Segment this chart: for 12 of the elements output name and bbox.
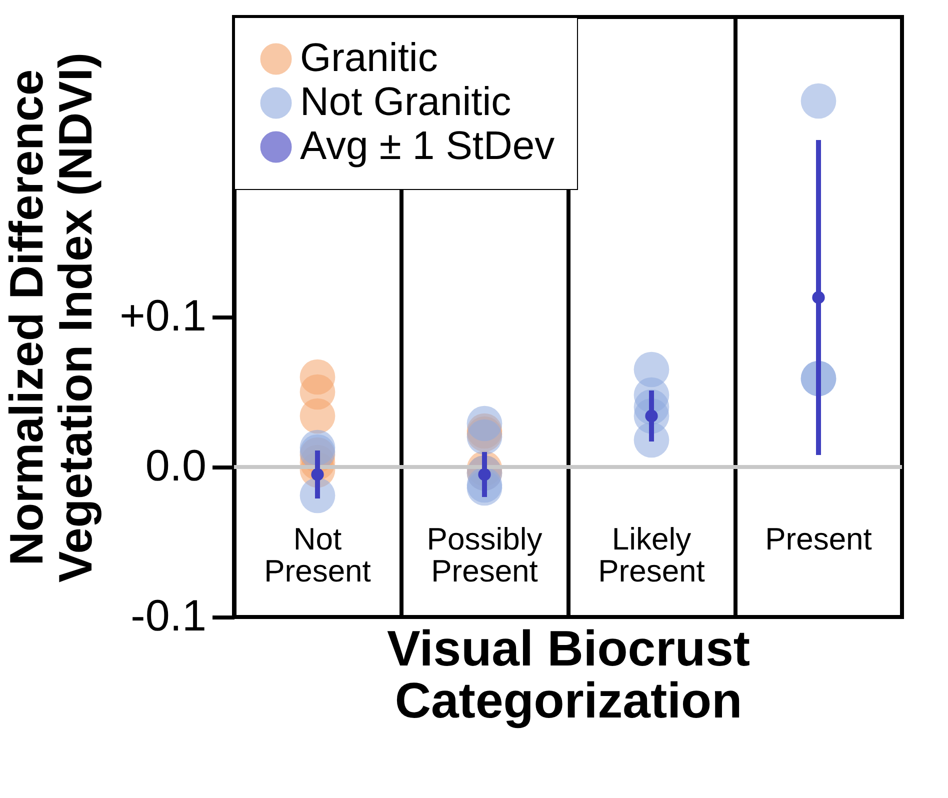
legend-label: Avg ± 1 StDev <box>300 124 555 168</box>
x-tick-label: Possibly Present <box>426 522 543 588</box>
x-tick-label: Likely Present <box>598 522 706 588</box>
y-tick-label: +0.1 <box>120 292 206 340</box>
x-tick-label: Present <box>765 522 872 556</box>
x-axis-title: Visual Biocrust Categorization <box>386 620 750 728</box>
y-tick-label: -0.1 <box>130 592 206 640</box>
y-axis-title: Normalized Difference Vegetation Index (NDVI) <box>0 52 102 583</box>
x-tick-label: Not Present <box>264 522 372 588</box>
y-tick-label: 0.0 <box>145 442 206 490</box>
legend-label: Not Granitic <box>300 80 512 124</box>
legend-label: Granitic <box>300 36 438 80</box>
